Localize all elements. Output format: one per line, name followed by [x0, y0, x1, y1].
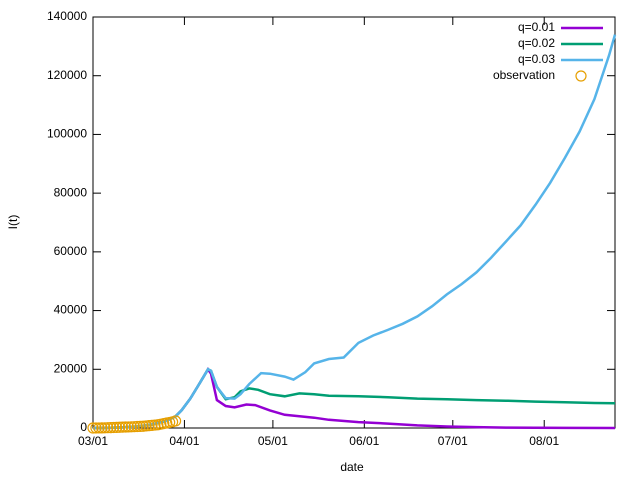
observation-point [99, 422, 111, 434]
x-tick-label: 06/01 [349, 434, 379, 448]
y-tick-label: 140000 [47, 9, 87, 23]
legend-label: q=0.03 [518, 52, 555, 66]
observation-point [119, 421, 132, 433]
x-tick-label: 03/01 [78, 434, 108, 448]
legend-label: q=0.01 [518, 20, 555, 34]
y-tick-label: 60000 [54, 244, 88, 258]
observation-point [110, 421, 123, 433]
x-tick-label: 04/01 [169, 434, 199, 448]
observation-point [87, 422, 99, 434]
observation-point [128, 421, 140, 433]
observation-point [93, 422, 105, 434]
y-tick-label: 100000 [47, 127, 87, 141]
y-tick-label: 40000 [54, 303, 88, 317]
series-line [92, 34, 617, 430]
x-axis-label: date [340, 460, 364, 474]
observation-point [125, 421, 137, 433]
y-tick-label: 120000 [47, 68, 87, 82]
legend-label: observation [493, 68, 555, 82]
plot-frame [92, 16, 616, 429]
y-tick-label: 0 [80, 420, 87, 434]
observation-point [102, 422, 114, 434]
x-tick-label: 07/01 [438, 434, 468, 448]
legend-label: q=0.02 [518, 36, 555, 50]
observation-point [96, 422, 108, 434]
observation-point [131, 420, 143, 433]
legend-swatch [575, 70, 587, 82]
y-tick-label: 80000 [54, 185, 88, 199]
x-tick-label: 05/01 [258, 434, 288, 448]
observation-point [169, 415, 182, 427]
y-tick-label: 20000 [54, 361, 88, 375]
observation-point [134, 420, 146, 432]
y-axis-label: I(t) [6, 215, 20, 230]
observation-point [105, 422, 117, 434]
observation-point [113, 421, 126, 433]
observation-point [122, 421, 134, 433]
observation-point [90, 422, 102, 434]
observation-point [116, 421, 129, 433]
observation-point [108, 421, 120, 434]
x-tick-label: 08/01 [529, 434, 559, 448]
